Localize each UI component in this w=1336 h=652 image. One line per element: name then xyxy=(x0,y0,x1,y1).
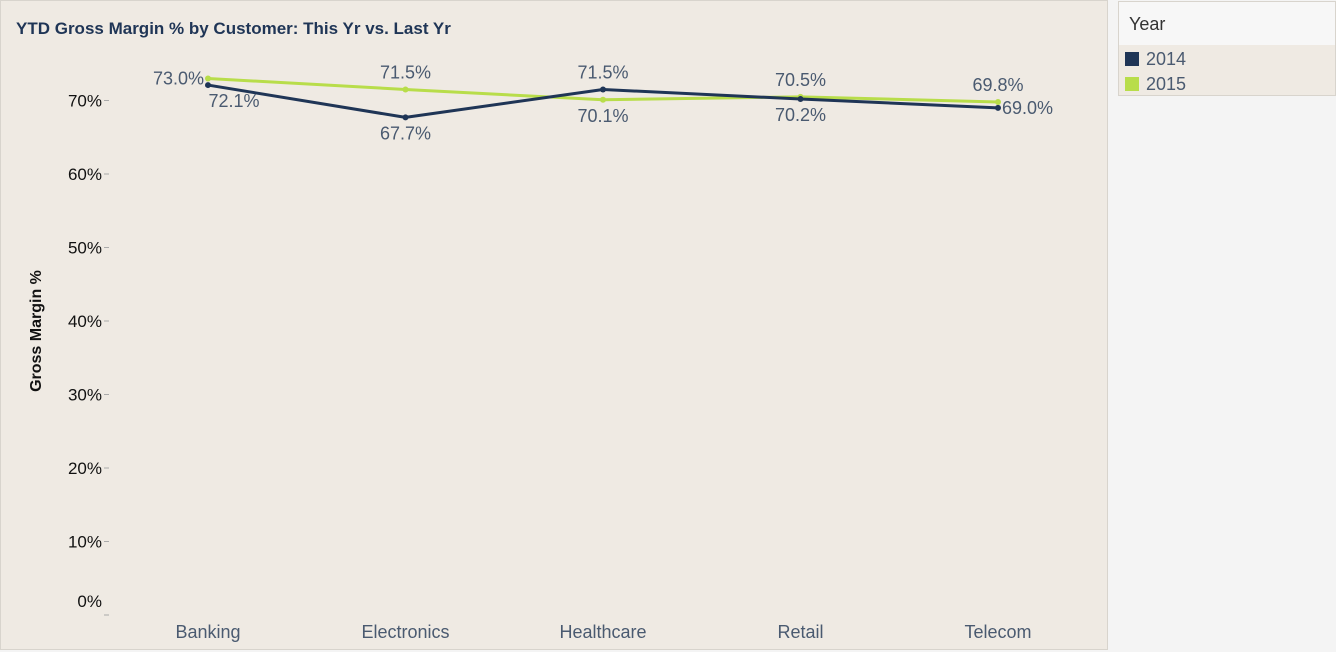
legend-label: 2014 xyxy=(1146,48,1187,69)
legend-swatch xyxy=(1125,52,1139,66)
data-point-2015 xyxy=(205,75,211,82)
legend-swatch xyxy=(1125,77,1139,91)
data-point-2015 xyxy=(995,98,1001,105)
data-label-2015: 73.0% xyxy=(153,68,204,88)
y-tick-label: 60% xyxy=(68,165,102,184)
data-point-2015 xyxy=(402,86,409,93)
legend-title: Year xyxy=(1129,14,1166,34)
x-tick-label: Retail xyxy=(777,622,823,642)
data-label-2015: 70.5% xyxy=(775,70,826,90)
y-tick-label: 50% xyxy=(68,239,102,258)
chart-title: YTD Gross Margin % by Customer: This Yr … xyxy=(16,19,451,38)
legend-item-2014[interactable]: 2014 xyxy=(1125,48,1186,70)
y-tick-label: 30% xyxy=(68,386,102,405)
data-point-2014 xyxy=(797,96,804,103)
data-label-2014: 72.1% xyxy=(208,91,259,111)
data-label-2015: 71.5% xyxy=(380,62,431,82)
legend-header: Year xyxy=(1119,2,1335,45)
y-axis-title: Gross Margin % xyxy=(28,270,45,392)
data-point-2015 xyxy=(600,96,606,103)
x-tick-label: Banking xyxy=(175,622,240,642)
data-point-2014 xyxy=(600,86,606,93)
data-label-2015: 70.1% xyxy=(577,106,628,126)
x-tick-label: Healthcare xyxy=(559,622,646,642)
data-label-2014: 70.2% xyxy=(775,105,826,125)
chart-panel: YTD Gross Margin % by Customer: This Yr … xyxy=(0,0,1108,650)
x-tick-label: Electronics xyxy=(361,622,449,642)
data-label-2015: 69.8% xyxy=(972,75,1023,95)
legend: Year 2014 2015 xyxy=(1118,1,1336,96)
y-tick-label: 20% xyxy=(68,459,102,478)
data-label-2014: 69.0% xyxy=(1002,98,1053,118)
x-tick-label: Telecom xyxy=(964,622,1031,642)
y-tick-label: 10% xyxy=(68,533,102,552)
data-point-2014 xyxy=(995,104,1001,111)
line-chart: 0% 10% 20% 30% 40% 50% 60% 70% Gross Margin % Ban… xyxy=(28,62,1053,642)
y-tick-label: 40% xyxy=(68,312,102,331)
y-tick-label: 0% xyxy=(77,592,102,611)
legend-item-2015[interactable]: 2015 xyxy=(1125,73,1186,95)
legend-label: 2015 xyxy=(1146,73,1187,94)
data-label-2014: 71.5% xyxy=(577,62,628,82)
data-point-2014 xyxy=(205,82,211,89)
data-point-2014 xyxy=(402,114,409,121)
y-tick-label: 70% xyxy=(68,92,102,111)
data-label-2014: 67.7% xyxy=(380,123,431,143)
